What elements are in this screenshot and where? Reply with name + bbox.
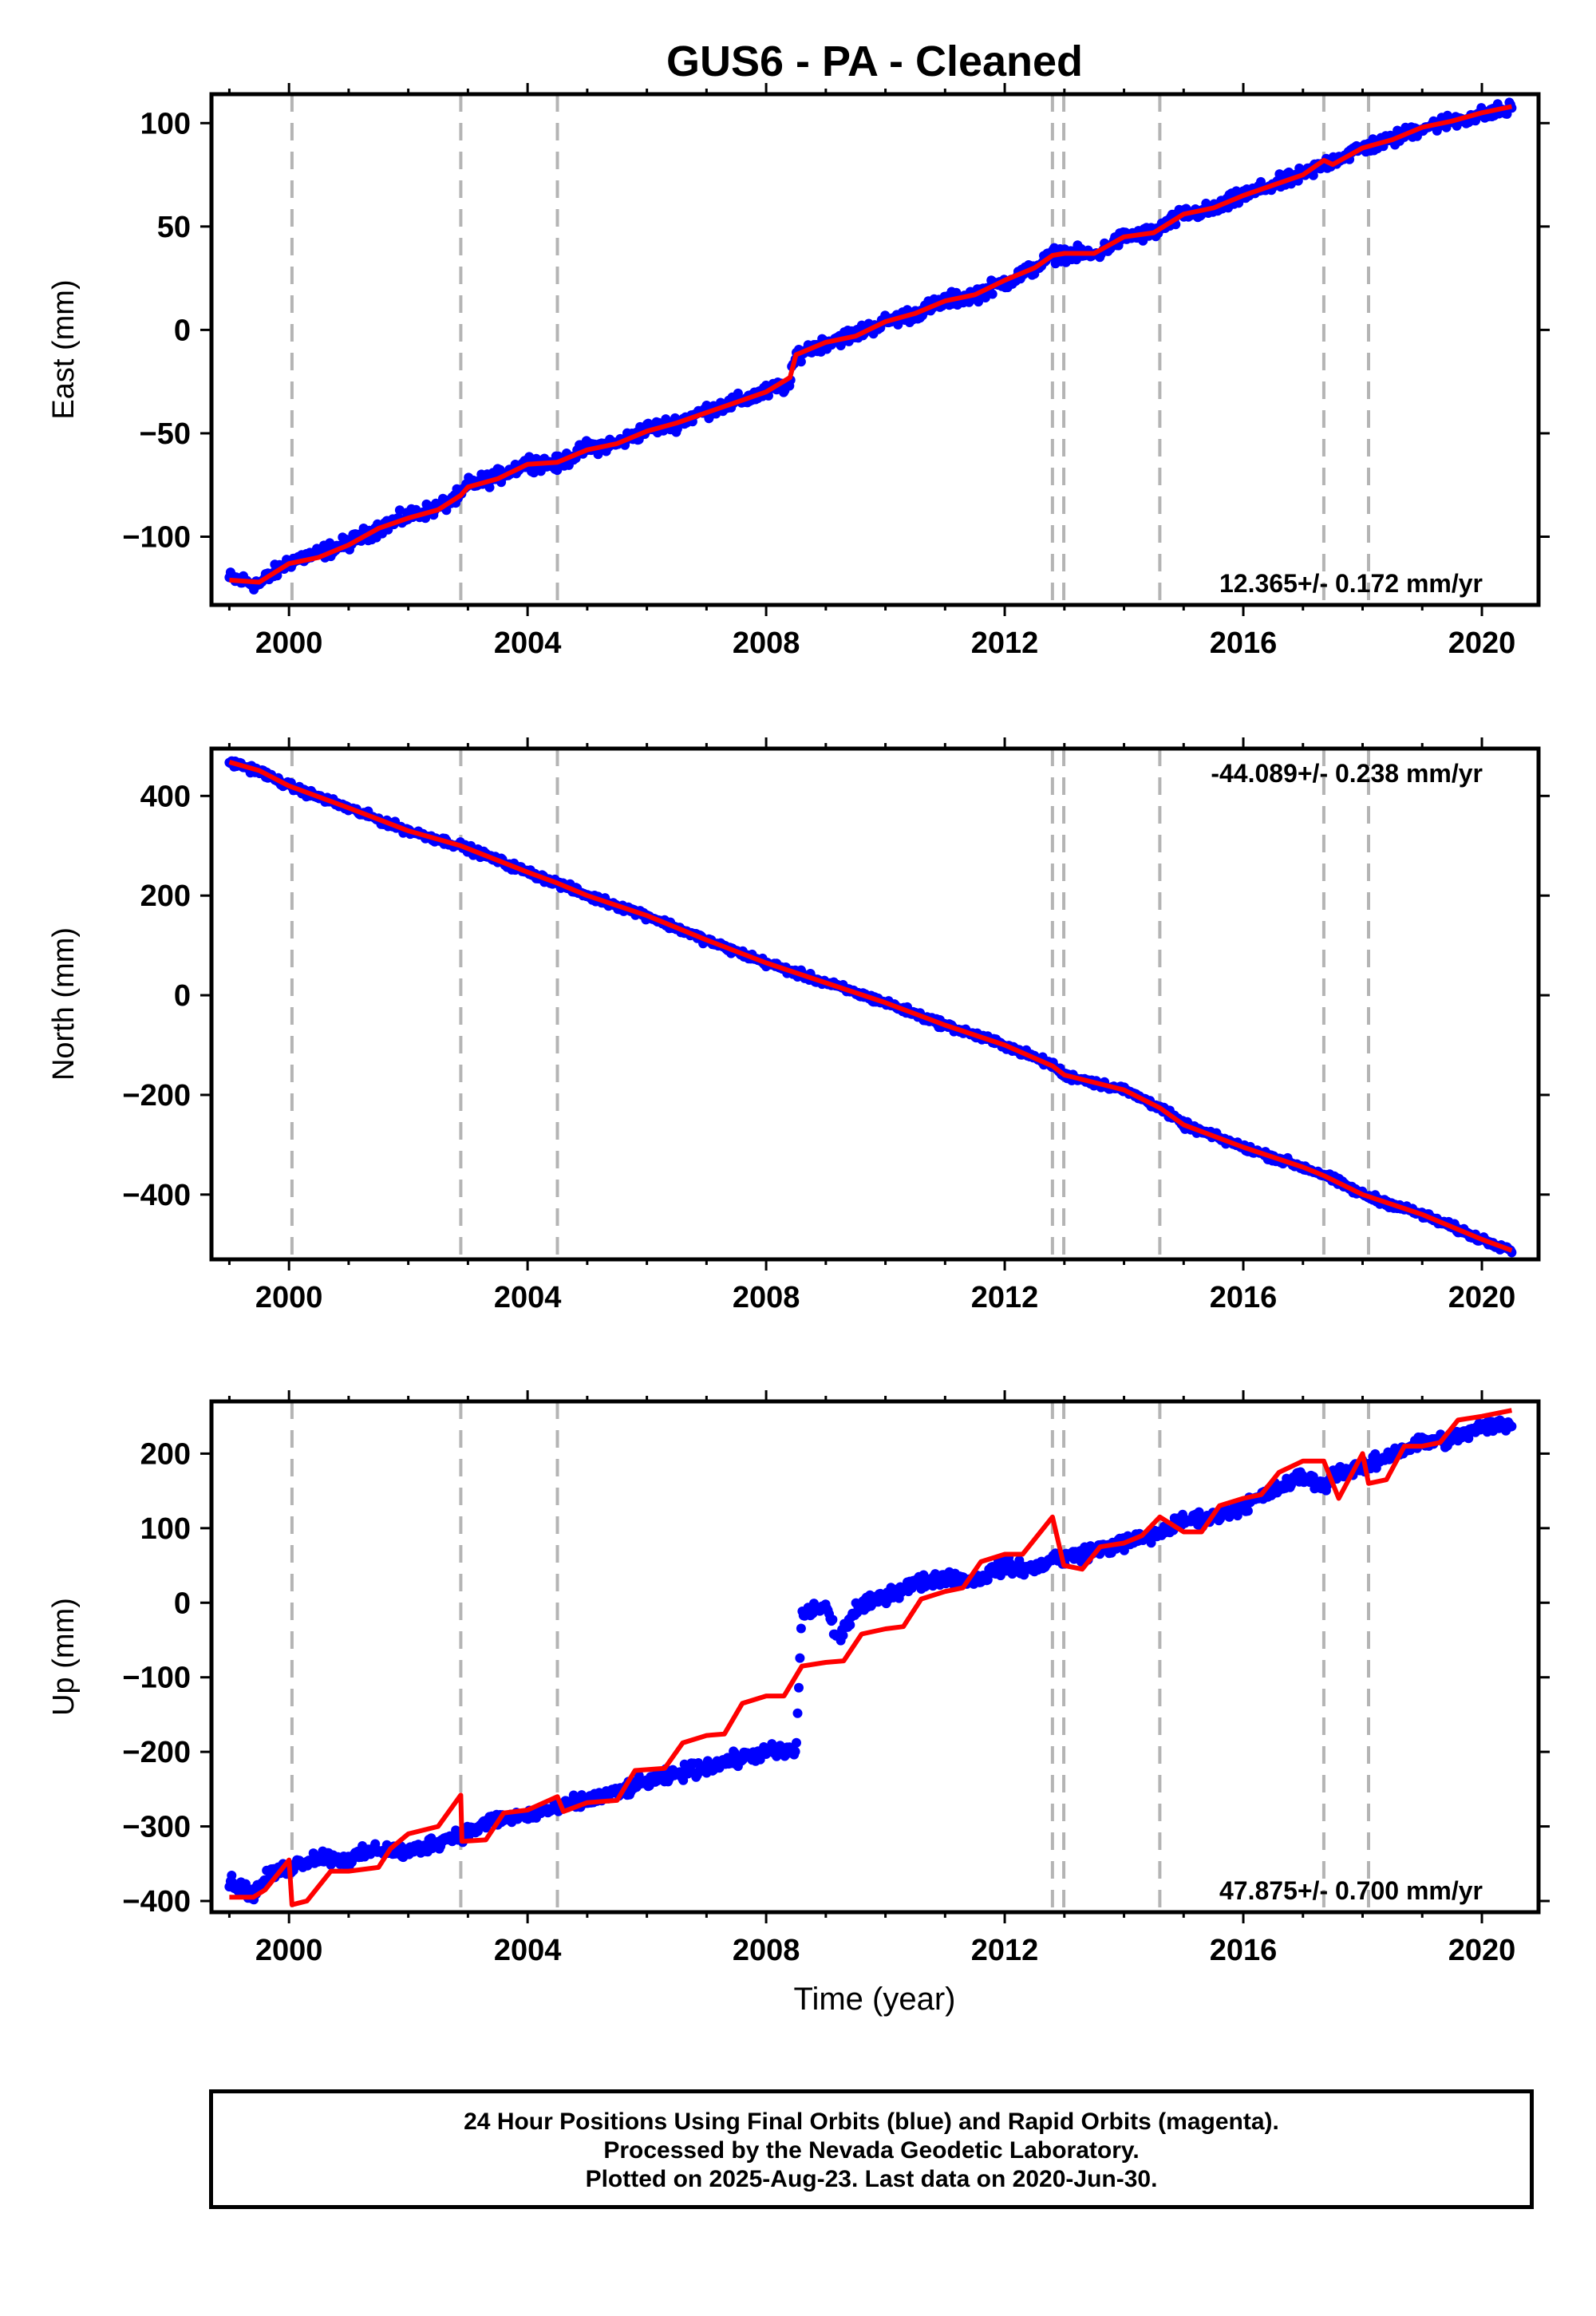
model-line: [228, 760, 1513, 1253]
data-point: [828, 1614, 838, 1625]
x-tick-label: 2008: [733, 1281, 800, 1314]
y-tick-label: 0: [174, 314, 191, 347]
data-point: [552, 465, 563, 476]
plot-frame: [209, 746, 1541, 1262]
y-tick-label: −300: [122, 1811, 191, 1844]
data-point: [792, 1708, 803, 1718]
data-point: [795, 1653, 805, 1663]
data-point: [987, 289, 998, 299]
x-tick-label: 2000: [255, 1934, 323, 1967]
model-line: [229, 104, 1513, 585]
x-tick-label: 2020: [1448, 626, 1516, 660]
data-point: [1256, 176, 1266, 187]
data-point: [845, 1620, 855, 1630]
x-tick-label: 2008: [733, 1934, 800, 1967]
footer-line: 24 Hour Positions Using Final Orbits (bl…: [464, 2109, 1279, 2135]
data-point: [794, 1682, 804, 1693]
rate-label: -44.089+/- 0.238 mm/yr: [1211, 759, 1483, 788]
x-tick-label: 2012: [971, 1934, 1039, 1967]
y-tick-label: 50: [157, 211, 191, 244]
panel-1: 2000 2004 2008 2012 2016 2020 −100 −50 0 50 100 Eas…: [47, 83, 1550, 660]
x-tick-label: 2012: [971, 1281, 1039, 1314]
x-tick-label: 2008: [733, 626, 800, 660]
panel-2: 2000 2004 2008 2012 2016 2020 −400 −200 0 200 400 N…: [47, 737, 1550, 1314]
data-point: [796, 357, 806, 367]
y-tick-label: −200: [122, 1079, 191, 1113]
model-line: [229, 1408, 1512, 1907]
y-tick-label: 100: [140, 1512, 191, 1546]
y-tick-label: 0: [174, 1587, 191, 1620]
y-axis-label: Up (mm): [47, 1598, 81, 1716]
y-tick-label: 200: [140, 879, 191, 913]
y-tick-label: −400: [122, 1885, 191, 1919]
y-tick-label: 400: [140, 780, 191, 813]
data-point: [974, 297, 984, 307]
data-point: [227, 1871, 237, 1880]
data-point: [796, 1623, 806, 1634]
x-tick-label: 2004: [494, 1934, 562, 1967]
data-point: [593, 449, 603, 460]
chart-title: GUS6 - PA - Cleaned: [666, 38, 1083, 85]
y-tick-label: −100: [122, 520, 191, 554]
y-axis-label: East (mm): [47, 279, 81, 419]
y-tick-label: −100: [122, 1662, 191, 1695]
x-axis-label: Time (year): [794, 1982, 956, 2017]
data-point: [982, 1575, 993, 1585]
data-point: [790, 1746, 800, 1757]
footer-line: Processed by the Nevada Geodetic Laborat…: [603, 2137, 1140, 2164]
data-point: [484, 482, 495, 492]
data-point: [838, 1630, 848, 1641]
data-points: [224, 97, 1517, 595]
data-point: [792, 1737, 801, 1748]
y-axis-label: North (mm): [47, 927, 81, 1081]
rate-label: 12.365+/- 0.172 mm/yr: [1219, 569, 1483, 598]
y-tick-label: 200: [140, 1437, 191, 1471]
x-tick-label: 2016: [1210, 1934, 1278, 1967]
y-tick-label: −50: [140, 417, 191, 451]
x-tick-label: 2004: [494, 626, 562, 660]
x-tick-label: 2020: [1448, 1281, 1516, 1314]
footer-caption: 24 Hour Positions Using Final Orbits (bl…: [209, 2089, 1534, 2209]
x-tick-label: 2016: [1210, 626, 1278, 660]
x-tick-label: 2000: [255, 1281, 323, 1314]
data-point: [1507, 1421, 1517, 1432]
y-tick-label: −400: [122, 1179, 191, 1212]
rate-label: 47.875+/- 0.700 mm/yr: [1219, 1876, 1483, 1905]
x-tick-label: 2020: [1448, 1934, 1516, 1967]
data-point: [1242, 1506, 1253, 1516]
panels: 2000 2004 2008 2012 2016 2020−100−50050100Eas…: [47, 83, 1550, 1967]
plot-area: [224, 749, 1517, 1259]
plot-frame: [209, 92, 1541, 607]
plot-frame: [209, 1399, 1541, 1915]
x-tick-label: 2016: [1210, 1281, 1278, 1314]
x-tick-label: 2012: [971, 626, 1039, 660]
data-point: [672, 424, 682, 434]
data-point: [1146, 1538, 1156, 1548]
plot-area: [224, 1401, 1517, 1912]
plot-area: [224, 94, 1517, 605]
panel-3: 2000 2004 2008 2012 2016 2020−400−300−200−100…: [47, 1390, 1550, 1967]
y-tick-label: 0: [174, 979, 191, 1013]
x-tick-label: 2000: [255, 626, 323, 660]
x-tick-label: 2004: [494, 1281, 562, 1314]
y-tick-label: 100: [140, 107, 191, 140]
y-tick-label: −200: [122, 1736, 191, 1769]
footer-line: Plotted on 2025-Aug-23. Last data on 202…: [585, 2166, 1158, 2192]
data-point: [1119, 1545, 1129, 1555]
